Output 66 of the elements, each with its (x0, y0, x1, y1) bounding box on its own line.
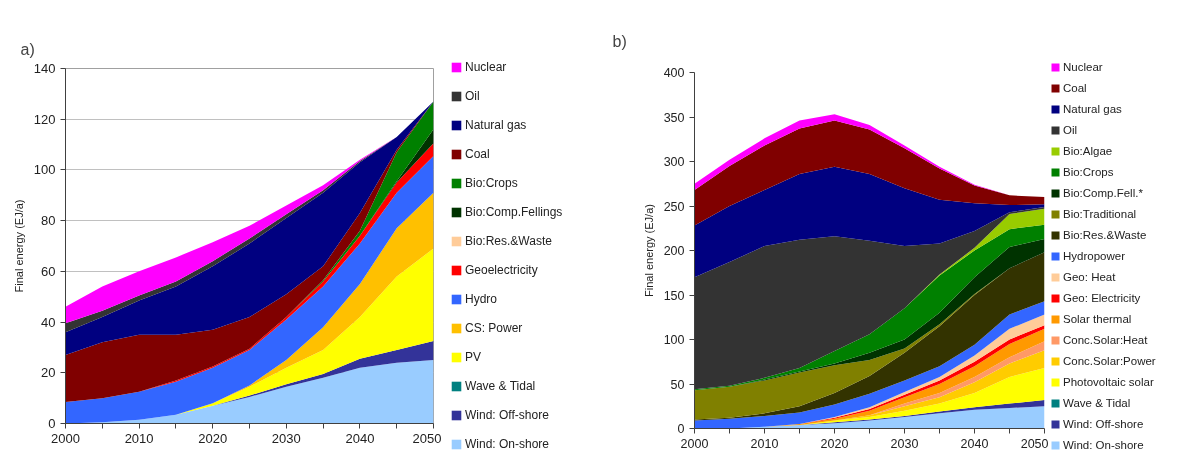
legend-label: Bio:Crops (1063, 165, 1114, 180)
legend-label: Wave & Tidal (1063, 396, 1131, 411)
legend-label: Wave & Tidal (465, 378, 536, 395)
x-tick-label: 2000 (680, 436, 709, 451)
legend-label: Conc.Solar:Power (1063, 354, 1156, 369)
legend-label: Natural gas (1063, 102, 1122, 117)
legend-label: Geo: Electricity (1063, 291, 1141, 306)
legend-label: Bio:Algae (1063, 144, 1113, 159)
y-tick-label: 350 (663, 110, 685, 125)
x-tick-label: 2000 (51, 430, 80, 446)
y-tick-label: 120 (33, 111, 56, 127)
legend-label: Nuclear (1063, 60, 1103, 75)
y-axis-title: Final energy (EJ/a) (642, 204, 655, 297)
legend-label: Oil (1063, 123, 1079, 138)
y-tick-label: 100 (663, 333, 685, 347)
legend-label: Solar thermal (1063, 312, 1132, 327)
legend-label: Hydropower (1063, 249, 1125, 264)
x-tick-label: 2040 (960, 436, 989, 451)
y-tick-label: 0 (677, 422, 685, 436)
legend-label: Bio:Res.&Waste (465, 233, 552, 250)
y-tick-label: 100 (33, 162, 56, 178)
legend-label: Wind: On-shore (465, 436, 550, 453)
y-tick-label: 20 (41, 365, 56, 381)
legend-label: Coal (465, 146, 490, 163)
y-tick-label: 50 (670, 377, 685, 392)
legend-label: Wind: On-shore (1063, 438, 1144, 453)
y-tick-label: 80 (41, 213, 56, 229)
legend-label: Natural gas (465, 117, 527, 134)
legend-label: Geo: Heat (1063, 270, 1116, 285)
y-tick-label: 400 (663, 66, 685, 80)
legend-label: Photovoltaic solar (1063, 375, 1154, 390)
y-tick-label: 60 (41, 263, 56, 279)
y-tick-label: 140 (33, 61, 56, 76)
x-tick-label: 2010 (750, 436, 779, 451)
y-tick-label: 200 (663, 244, 685, 258)
legend-label: Geoelectricity (465, 262, 538, 279)
legend-label: PV (465, 349, 482, 366)
y-axis-title: Final energy (EJ/a) (12, 199, 25, 293)
legend-label: Nuclear (465, 59, 507, 76)
legend-label: Bio:Comp.Fellings (465, 204, 563, 221)
chart-title: a) (20, 41, 35, 58)
legend-label: Wind: Off-shore (1063, 417, 1144, 432)
legend-label: CS: Power (465, 320, 523, 337)
y-tick-label: 150 (663, 288, 685, 303)
legend-label: Hydro (465, 291, 498, 308)
x-tick-label: 2040 (345, 430, 375, 446)
legend-label: Oil (465, 88, 481, 105)
x-tick-label: 2050 (412, 430, 442, 446)
x-tick-label: 2020 (820, 436, 849, 451)
y-tick-label: 40 (41, 314, 56, 330)
legend-label: Coal (1063, 81, 1087, 96)
y-tick-label: 0 (48, 416, 56, 431)
x-tick-label: 2050 (1020, 436, 1049, 451)
chart-title: b) (612, 33, 627, 50)
y-tick-label: 300 (663, 155, 685, 169)
legend-label: Conc.Solar:Heat (1063, 333, 1148, 348)
x-tick-label: 2020 (198, 430, 228, 446)
y-tick-label: 250 (663, 199, 685, 214)
legend-label: Bio:Comp.Fell.* (1063, 186, 1143, 201)
x-tick-label: 2030 (890, 436, 919, 451)
legend-label: Bio:Crops (465, 175, 518, 192)
x-tick-label: 2010 (124, 430, 154, 446)
legend-label: Bio:Res.&Waste (1063, 228, 1147, 243)
legend-label: Bio:Traditional (1063, 207, 1137, 222)
x-tick-label: 2030 (271, 430, 301, 446)
legend-label: Wind: Off-shore (465, 407, 549, 424)
